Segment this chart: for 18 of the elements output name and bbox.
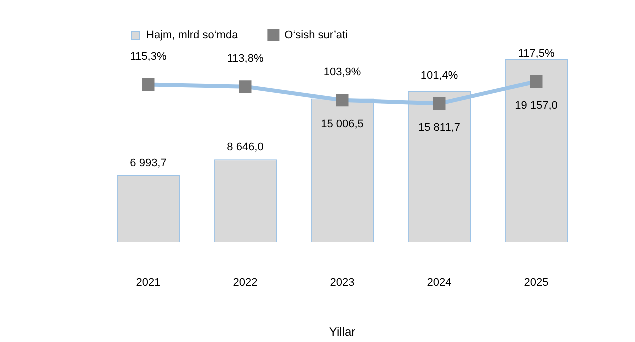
x-tick-label: 2024 [427,277,452,290]
data-label: 113,8% [227,52,264,65]
data-label: 15 006,5 [321,118,364,130]
x-tick-label: 2025 [524,277,549,290]
data-label: 15 811,7 [418,122,461,134]
legend-label: Hajm, mlrd so‘mda [146,30,240,42]
legend-label: O‘sish sur’ati [284,30,348,42]
data-label: 19 157,0 [515,100,558,112]
x-axis-title: Yillar [329,325,356,340]
data-label: 6 993,7 [130,158,167,170]
x-tick-label: 2021 [136,277,161,290]
data-label: 103,9% [324,66,362,78]
data-label: 101,4% [420,70,458,82]
x-tick-label: 2023 [330,277,355,290]
data-label: 117,5% [518,48,555,60]
x-tick-label: 2022 [233,277,258,290]
data-label: 8 646,0 [227,142,264,154]
data-label: 115,3% [130,50,167,63]
